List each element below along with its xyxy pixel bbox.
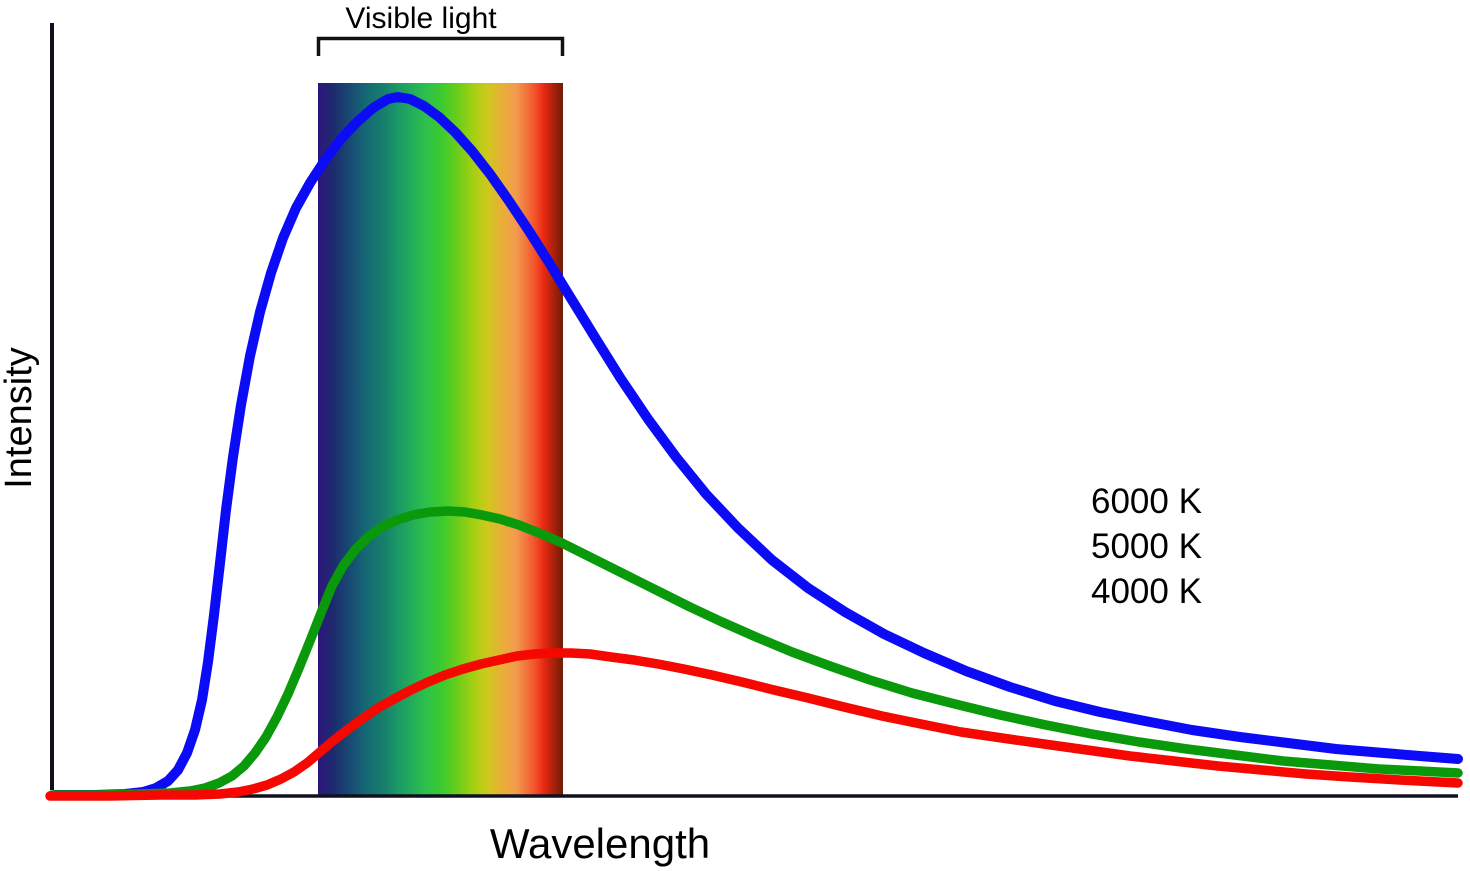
legend-label-5000-k: 5000 K: [1091, 527, 1202, 566]
curve-6000-k: [50, 92, 1463, 800]
legend-label-4000-k: 4000 K: [1091, 572, 1202, 611]
legend: 6000 K 5000 K 4000 K: [1091, 482, 1202, 611]
curve-4000-k: [45, 648, 1463, 801]
spectrum-curves: [45, 92, 1463, 801]
y-axis-label: Intensity: [0, 347, 40, 489]
visible-light-band: [318, 83, 563, 797]
legend-label-6000-k: 6000 K: [1091, 482, 1202, 521]
x-axis-label: Wavelength: [490, 820, 710, 867]
curve-5000-k: [47, 506, 1463, 800]
visible-light-label: Visible light: [345, 2, 497, 35]
visible-light-bracket: [316, 36, 565, 56]
